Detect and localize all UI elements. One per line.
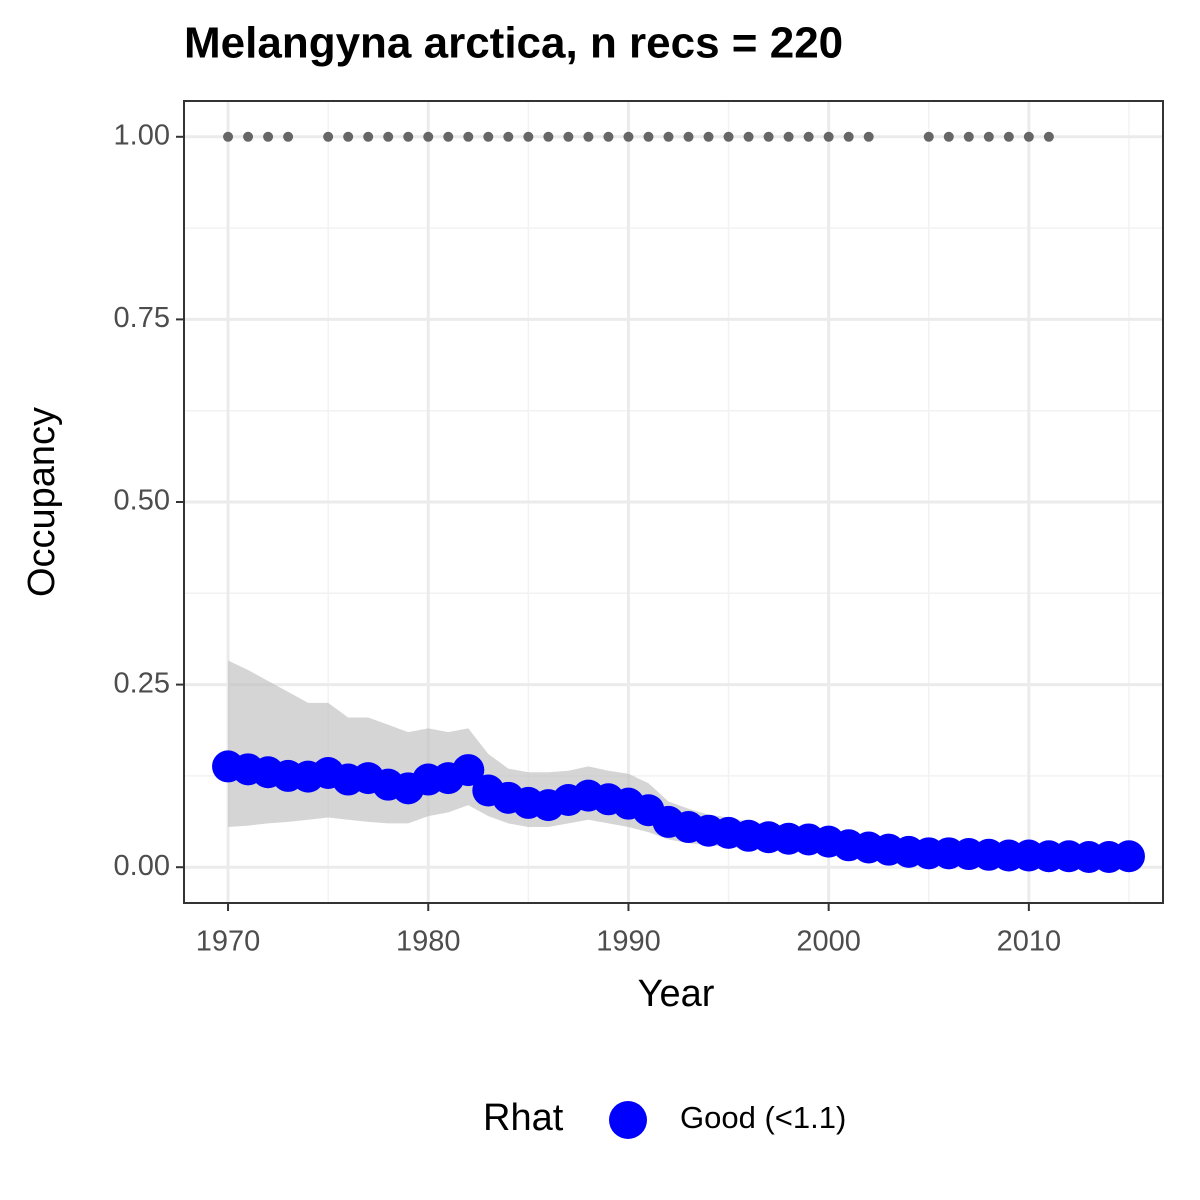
record-point [283, 131, 294, 142]
record-point [943, 131, 954, 142]
legend-label: Good (<1.1) [680, 1100, 846, 1135]
x-tick-label: 1970 [196, 926, 261, 958]
y-axis-title: Occupancy [21, 407, 63, 597]
record-point [603, 131, 614, 142]
record-point [683, 131, 694, 142]
record-point [1003, 131, 1014, 142]
record-point [363, 131, 374, 142]
record-point [343, 131, 354, 142]
y-tick-label: 0.75 [114, 302, 170, 334]
record-point [223, 131, 234, 142]
x-tick-label: 2010 [997, 926, 1062, 958]
record-point [543, 131, 554, 142]
record-point [263, 131, 274, 142]
legend-title: Rhat [483, 1097, 564, 1139]
record-point [383, 131, 394, 142]
record-point [763, 131, 774, 142]
record-point [863, 131, 874, 142]
x-tick-label: 1990 [596, 926, 661, 958]
record-point [743, 131, 754, 142]
y-tick-label: 1.00 [114, 119, 170, 151]
legend-key [609, 1101, 647, 1139]
record-point [1023, 131, 1034, 142]
y-tick-label: 0.25 [114, 667, 170, 699]
record-point [403, 131, 414, 142]
record-point [643, 131, 654, 142]
record-point [243, 131, 254, 142]
chart-title: Melangyna arctica, n recs = 220 [184, 19, 843, 68]
record-point [463, 131, 474, 142]
record-point [663, 131, 674, 142]
x-tick-label: 1980 [396, 926, 461, 958]
record-point [963, 131, 974, 142]
record-point [583, 131, 594, 142]
record-point [423, 131, 434, 142]
data-point [452, 754, 485, 787]
record-point [563, 131, 574, 142]
record-point [923, 131, 934, 142]
x-axis-title: Year [638, 973, 715, 1015]
record-point [843, 131, 854, 142]
record-point [703, 131, 714, 142]
y-tick-label: 0.00 [114, 850, 170, 882]
record-point [323, 131, 334, 142]
y-tick-label: 0.50 [114, 485, 170, 517]
record-point [503, 131, 514, 142]
record-point [523, 131, 534, 142]
record-point [1043, 131, 1054, 142]
x-tick-label: 2000 [796, 926, 861, 958]
record-point [823, 131, 834, 142]
record-point [783, 131, 794, 142]
record-point [443, 131, 454, 142]
plot-border [183, 100, 1164, 904]
data-point [1112, 840, 1145, 873]
record-point [983, 131, 994, 142]
record-point [803, 131, 814, 142]
record-point [483, 131, 494, 142]
record-point [623, 131, 634, 142]
record-point [723, 131, 734, 142]
